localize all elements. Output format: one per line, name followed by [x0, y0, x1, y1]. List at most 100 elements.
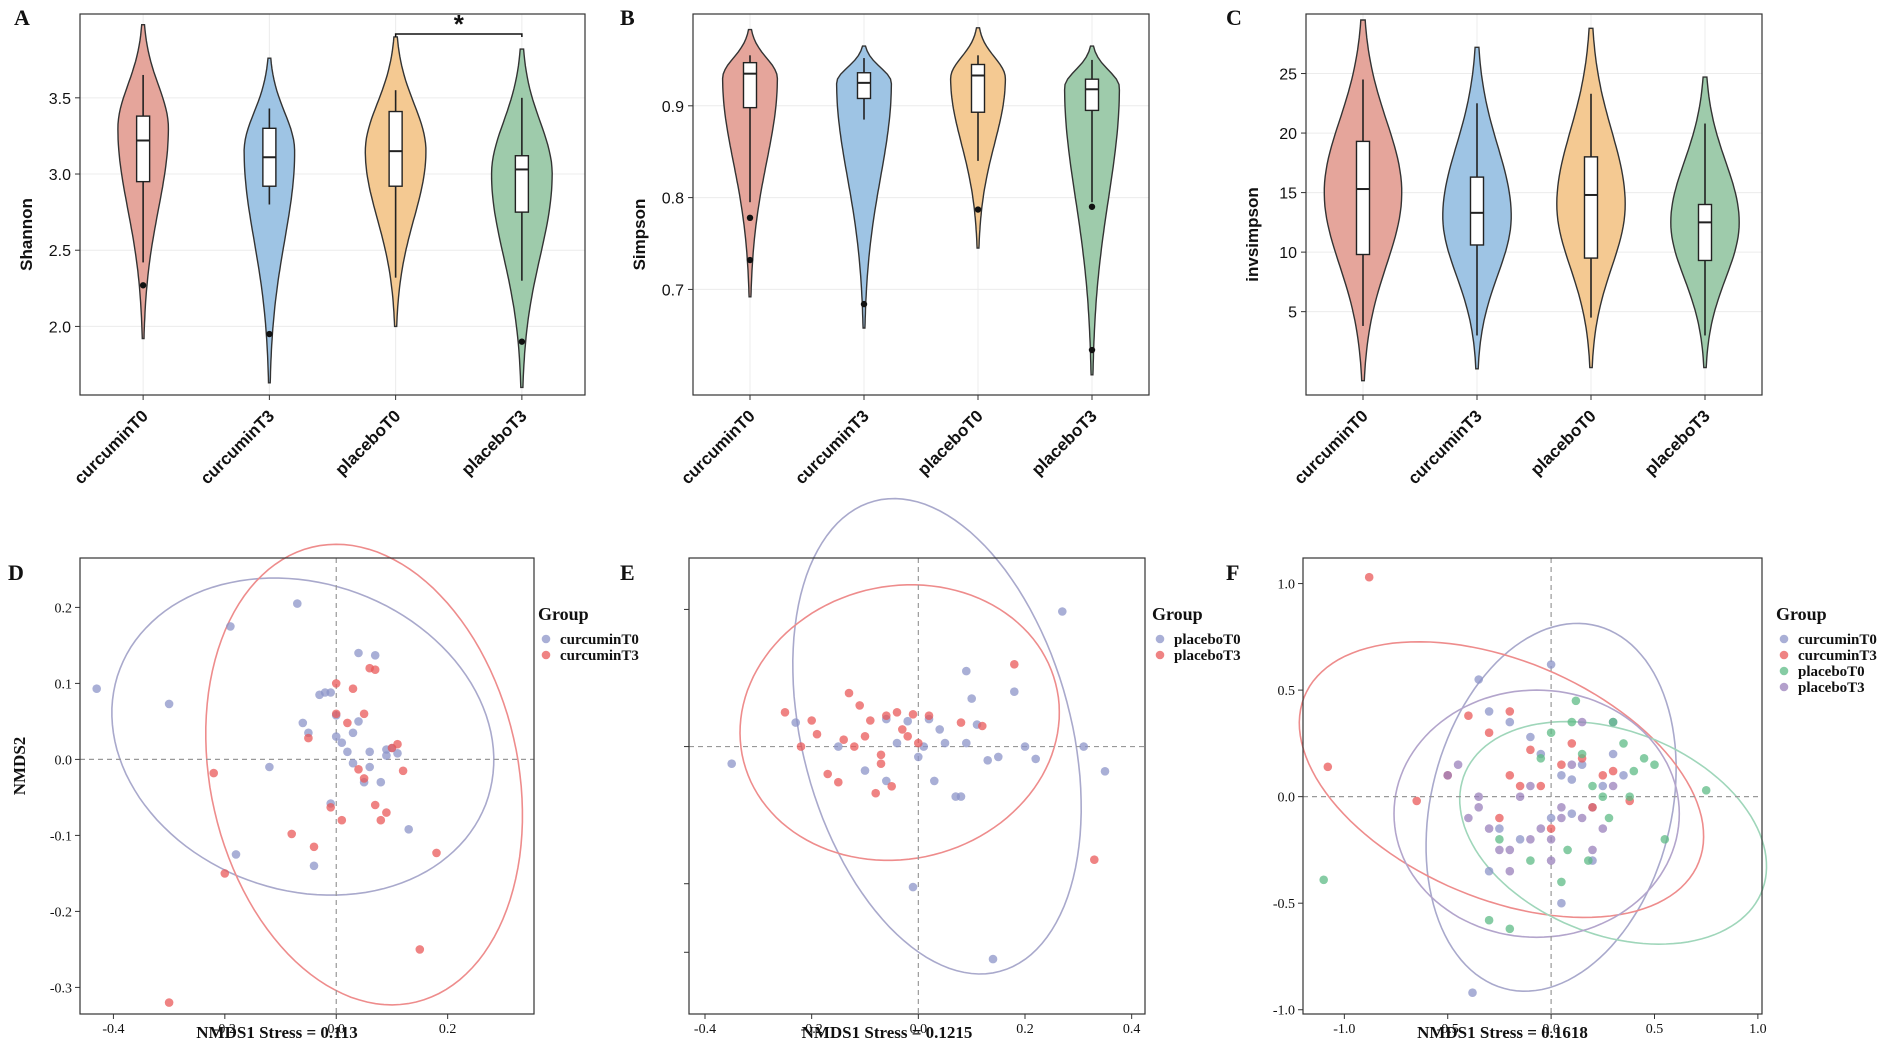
- point-placeboT0: [1588, 781, 1597, 791]
- point-curcuminT0: [348, 728, 358, 738]
- point-curcuminT0: [293, 599, 302, 608]
- y-tick-label: 15: [1279, 186, 1297, 203]
- point-curcuminT3: [1323, 762, 1333, 772]
- x-tick-label: -0.4: [102, 1022, 124, 1037]
- point-curcuminT3: [1588, 803, 1597, 812]
- point-curcuminT0: [1598, 781, 1608, 791]
- point-curcuminT0: [226, 622, 235, 631]
- point-placeboT3: [1577, 717, 1587, 727]
- legend-label: curcuminT3: [560, 648, 639, 664]
- legend-marker-curcuminT0: [1779, 634, 1789, 644]
- point-placeboT0: [1629, 766, 1639, 776]
- y-tick-label: -0.1: [50, 829, 72, 844]
- point-curcuminT0: [1546, 813, 1556, 823]
- point-curcuminT0: [393, 749, 402, 758]
- point-placeboT3: [1546, 835, 1556, 844]
- point-curcuminT3: [331, 679, 341, 688]
- point-curcuminT3: [1505, 707, 1515, 716]
- point-placeboT0: [1571, 696, 1581, 706]
- point-placeboT3: [850, 742, 859, 751]
- point-curcuminT0: [354, 717, 363, 726]
- y-tick-label: 3.0: [49, 167, 71, 184]
- legend-title: Group: [1152, 604, 1203, 624]
- y-tick-label: 10: [1279, 245, 1297, 262]
- point-curcuminT0: [326, 688, 336, 697]
- outlier-curcuminT3: [266, 330, 273, 338]
- x-tick-label: -0.2: [801, 1022, 823, 1037]
- x-tick-label: 0.4: [1123, 1022, 1141, 1037]
- point-placeboT0: [1577, 749, 1587, 759]
- point-placeboT3: [866, 716, 875, 725]
- outlier-curcuminT0: [746, 256, 754, 264]
- box-placeboT0: [388, 110, 403, 187]
- point-curcuminT3: [370, 800, 380, 810]
- box-placeboT0: [1583, 156, 1599, 259]
- outlier-placeboT3: [518, 338, 526, 345]
- point-curcuminT0: [265, 762, 274, 772]
- point-curcuminT0: [92, 684, 101, 693]
- point-placeboT0: [1598, 792, 1608, 801]
- point-placeboT3: [1453, 760, 1463, 769]
- point-placeboT0: [962, 738, 971, 748]
- point-curcuminT0: [404, 825, 414, 834]
- point-placeboT3: [898, 725, 907, 734]
- y-tick-label: 0.1: [55, 677, 73, 692]
- outlier-curcuminT3: [860, 300, 868, 308]
- point-placeboT3: [1515, 792, 1525, 801]
- box-placeboT3: [514, 155, 530, 213]
- point-placeboT3: [914, 738, 923, 748]
- point-curcuminT0: [298, 718, 308, 728]
- violin-curcuminT3: [835, 45, 893, 329]
- x-tick-label: 0.0: [1542, 1022, 1560, 1037]
- point-placeboT3: [903, 732, 912, 741]
- violin-placeboT3: [1063, 45, 1121, 376]
- x-tick-label: -0.2: [214, 1022, 236, 1037]
- point-placeboT0: [930, 776, 939, 786]
- point-placeboT3: [876, 759, 886, 768]
- legend-label: placeboT0: [1798, 664, 1865, 680]
- point-placeboT0: [962, 666, 971, 676]
- point-placeboT3: [1474, 803, 1483, 812]
- point-placeboT3: [871, 788, 880, 798]
- point-curcuminT3: [370, 665, 380, 674]
- plot-frame: [1302, 557, 1763, 1015]
- point-placeboT3: [855, 701, 864, 710]
- confidence-ellipse-curcuminT0: [111, 577, 495, 896]
- point-curcuminT3: [309, 842, 319, 852]
- outlier-placeboT3: [1088, 346, 1096, 354]
- y-tick-label: -0.2: [50, 905, 72, 920]
- point-placeboT3: [844, 688, 854, 698]
- y-tick-label: 0.7: [662, 282, 684, 299]
- confidence-ellipse-curcuminT0: [1425, 622, 1677, 993]
- point-placeboT0: [1608, 717, 1618, 727]
- point-curcuminT0: [1557, 898, 1566, 908]
- point-placeboT0: [1495, 835, 1504, 844]
- point-placeboT3: [1474, 792, 1483, 801]
- point-placeboT0: [1484, 915, 1494, 925]
- confidence-ellipse-placeboT0: [1458, 720, 1768, 946]
- legend-title: Group: [538, 604, 589, 624]
- plot-frame: [79, 13, 586, 396]
- legend-marker-curcuminT0: [541, 634, 551, 644]
- box-placeboT0: [970, 63, 986, 113]
- point-curcuminT0: [365, 762, 375, 772]
- point-curcuminT0: [343, 747, 352, 757]
- y-tick-label: 3.5: [49, 91, 71, 108]
- point-curcuminT0: [370, 651, 380, 660]
- point-placeboT3: [1090, 855, 1099, 864]
- point-placeboT0: [1619, 739, 1628, 748]
- x-tick-label: curcuminT0: [70, 406, 152, 488]
- y-tick-label: -0.3: [50, 981, 72, 996]
- point-placeboT3: [1526, 781, 1535, 791]
- point-curcuminT3: [376, 815, 386, 825]
- x-tick-label: placeboT0: [332, 406, 405, 479]
- x-tick-label: curcuminT0: [1290, 406, 1372, 488]
- y-tick-label: -0.5: [1273, 897, 1295, 912]
- x-tick-label: curcuminT3: [791, 406, 873, 488]
- point-curcuminT0: [1567, 809, 1577, 818]
- point-placeboT3: [1526, 835, 1535, 844]
- point-curcuminT3: [398, 766, 408, 776]
- point-placeboT0: [1546, 728, 1556, 737]
- point-curcuminT0: [365, 747, 375, 757]
- point-placeboT3: [1557, 813, 1566, 823]
